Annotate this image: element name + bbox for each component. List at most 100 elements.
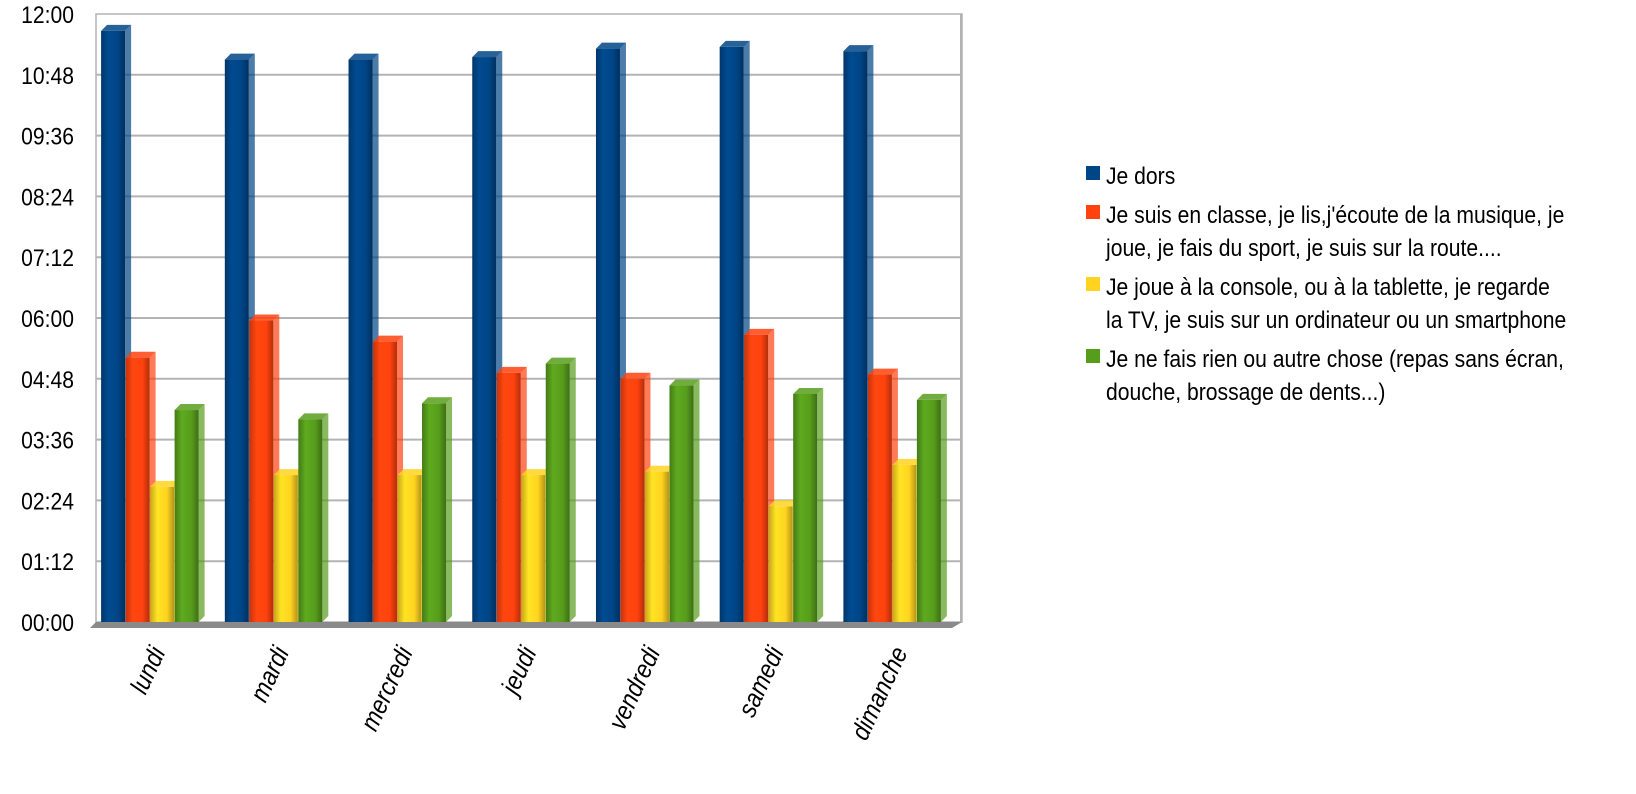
- bar-top: [892, 458, 923, 465]
- bar-side: [817, 388, 824, 622]
- legend-item-nothing: Je ne fais rien ou autre chose (repas sa…: [1086, 343, 1631, 409]
- legend-label-activities: Je suis en classe, je lis,j'écoute de la…: [1106, 202, 1565, 262]
- bar-front: [545, 363, 570, 622]
- bar-front: [843, 51, 868, 622]
- bar-top: [348, 53, 379, 60]
- x-tick-label: samedi: [733, 642, 790, 721]
- bar-front: [472, 57, 497, 623]
- bar-top: [595, 42, 626, 49]
- bar-front: [620, 378, 645, 622]
- bar-chart: 00:00 01:12 02:24 03:36 04:48 06:00 07:12 08:24…: [21, 2, 963, 745]
- bar-front: [644, 471, 669, 622]
- y-tick-label: 04:48: [21, 367, 74, 394]
- bar-front: [150, 486, 175, 622]
- chart-area: 00:00 01:12 02:24 03:36 04:48 06:00 07:12 08:24…: [21, 2, 963, 745]
- bar-top: [916, 393, 947, 400]
- bars: [101, 24, 947, 623]
- y-tick-label: 06:00: [21, 306, 74, 333]
- legend-item-screens: Je joue à la console, ou à la tablette, …: [1086, 271, 1631, 337]
- bar-front: [422, 403, 447, 622]
- bar-front: [793, 394, 818, 622]
- x-tick-label: mardi: [245, 642, 295, 706]
- bar-side: [569, 357, 576, 622]
- y-tick-label: 07:12: [21, 245, 74, 272]
- legend-label-nothing: Je ne fais rien ou autre chose (repas sa…: [1106, 346, 1564, 406]
- legend-swatch-sleep: [1086, 166, 1100, 180]
- bar-front: [768, 506, 793, 622]
- bar-top: [249, 314, 280, 321]
- bar-side: [446, 397, 453, 622]
- y-tick-label: 12:00: [21, 2, 74, 29]
- bar-front: [101, 30, 126, 622]
- bar-front: [669, 385, 694, 622]
- bar: [174, 404, 205, 622]
- bar-top: [545, 357, 576, 364]
- legend-label-screens: Je joue à la console, ou à la tablette, …: [1106, 274, 1567, 334]
- y-tick-label: 10:48: [21, 63, 74, 90]
- legend-item-sleep: Je dors: [1086, 160, 1631, 193]
- bar-front: [224, 59, 249, 623]
- bar-side: [940, 393, 947, 622]
- bar-front: [174, 410, 199, 622]
- bar-front: [125, 357, 150, 622]
- bar-side: [693, 379, 700, 622]
- bar: [422, 397, 453, 622]
- y-tick-label: 01:12: [21, 549, 74, 576]
- y-tick-label: 00:00: [21, 610, 74, 637]
- bar-top: [768, 500, 799, 507]
- bar: [793, 388, 824, 622]
- legend: Je dors Je suis en classe, je lis,j'écou…: [1086, 160, 1631, 415]
- bar-top: [150, 480, 181, 487]
- bar-front: [496, 372, 521, 622]
- bar-front: [595, 48, 620, 623]
- plot-floor: [90, 622, 962, 628]
- bar-front: [916, 399, 941, 622]
- y-tick-label: 02:24: [21, 488, 74, 515]
- bar-front: [521, 475, 546, 622]
- bar-top: [397, 469, 428, 476]
- bar-top: [101, 24, 132, 31]
- bar-front: [373, 341, 398, 622]
- x-tick-label: jeudi: [495, 642, 543, 701]
- bar-top: [422, 397, 453, 404]
- x-tick-label: vendredi: [603, 642, 666, 734]
- bar-front: [892, 464, 917, 622]
- bar-top: [472, 51, 503, 58]
- legend-swatch-activities: [1086, 205, 1100, 219]
- x-tick-label: lundi: [125, 642, 172, 698]
- bar-front: [867, 374, 892, 622]
- bar-top: [843, 45, 874, 52]
- legend-item-activities: Je suis en classe, je lis,j'écoute de la…: [1086, 199, 1631, 265]
- bar-front: [397, 475, 422, 622]
- bar-top: [273, 469, 304, 476]
- bar-top: [620, 372, 651, 379]
- bar-top: [521, 469, 552, 476]
- bar: [545, 357, 576, 622]
- bar-front: [298, 419, 323, 622]
- bar-front: [249, 320, 274, 622]
- bar-side: [198, 404, 205, 622]
- x-tick-label: dimanche: [846, 643, 914, 745]
- x-tick-label: mercredi: [355, 642, 419, 735]
- bar-top: [719, 40, 750, 47]
- bar-side: [322, 413, 329, 622]
- bar-top: [793, 388, 824, 394]
- bar: [472, 51, 503, 623]
- bar: [595, 42, 626, 623]
- bar-top: [496, 366, 527, 373]
- bar-top: [224, 53, 255, 60]
- bar-top: [373, 335, 404, 342]
- bar: [669, 379, 700, 622]
- bar-top: [644, 465, 675, 472]
- bar-top: [744, 328, 775, 335]
- legend-swatch-screens: [1086, 277, 1100, 291]
- legend-label-sleep: Je dors: [1106, 163, 1176, 190]
- bar-front: [744, 334, 769, 622]
- bar-top: [174, 404, 205, 411]
- bar-front: [273, 475, 298, 622]
- bar-top: [669, 379, 700, 386]
- bar-top: [298, 413, 329, 420]
- bar: [125, 351, 156, 622]
- bar: [916, 393, 947, 622]
- legend-swatch-nothing: [1086, 349, 1100, 363]
